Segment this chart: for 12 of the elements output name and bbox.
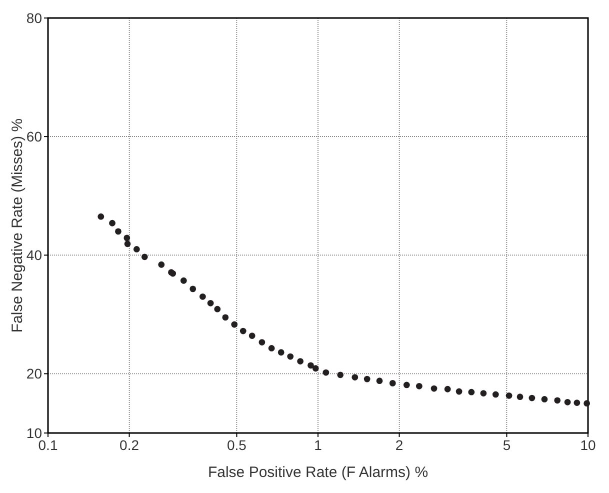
x-axis-title: False Positive Rate (F Alarms) %	[208, 464, 428, 481]
x-tick-label: 10	[580, 437, 596, 453]
y-tick-label: 40	[26, 247, 42, 264]
x-tick-label: 0.2	[120, 437, 140, 453]
y-axis-title: False Negative Rate (Misses) %	[9, 118, 26, 333]
y-tick-label: 80	[26, 10, 42, 26]
y-tick-label: 60	[26, 128, 42, 145]
x-tick-label: 0.5	[226, 437, 247, 453]
y-tick-label: 20	[26, 366, 42, 382]
x-tick-label: 1	[314, 437, 322, 453]
x-tick-label: 5	[502, 437, 511, 453]
x-tick-label: 2	[395, 437, 404, 453]
